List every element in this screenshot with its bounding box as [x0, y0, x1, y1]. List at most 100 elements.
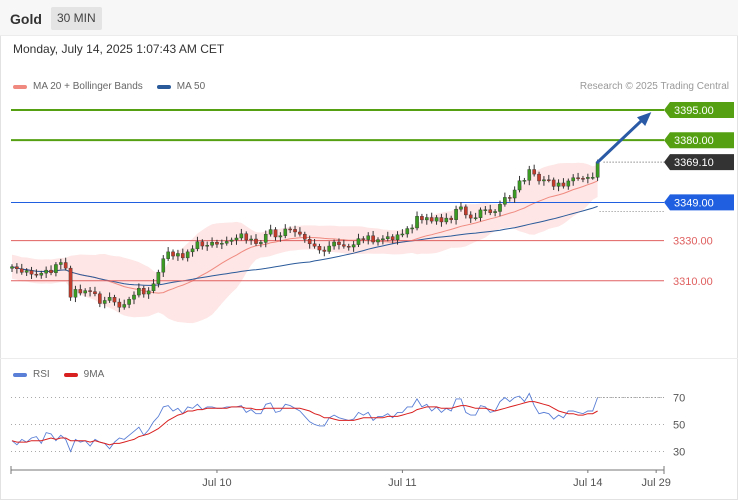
- candle-body: [512, 189, 517, 199]
- candle-body: [337, 241, 341, 245]
- candle-body: [107, 297, 112, 301]
- candle-body: [44, 269, 48, 274]
- candle-body: [49, 269, 53, 273]
- candle-body: [390, 236, 395, 241]
- rsi-ma-line: [11, 401, 598, 446]
- legend-label-ma50: MA 50: [176, 81, 206, 92]
- candle-body: [293, 229, 297, 233]
- candle-body: [556, 182, 561, 187]
- candle-body: [581, 178, 585, 180]
- candle-body: [434, 217, 439, 222]
- candle-body: [68, 267, 73, 298]
- candle-body: [429, 217, 434, 222]
- candle-body: [454, 209, 458, 220]
- candle-body: [561, 182, 566, 187]
- candle-body: [356, 238, 361, 245]
- legend-item-ma20: MA 20 + Bollinger Bands: [13, 81, 143, 92]
- candle-body: [83, 290, 87, 294]
- x-axis-label: Jul 11: [388, 477, 417, 489]
- level-tag-1: [664, 132, 734, 149]
- candle-body: [532, 169, 536, 175]
- candle-body: [507, 197, 512, 199]
- candle-body: [156, 271, 161, 284]
- candle-body: [322, 249, 327, 252]
- rsi-level-label: 70: [673, 393, 685, 405]
- candle-body: [478, 209, 483, 218]
- x-axis-label: Jul 10: [202, 477, 231, 489]
- candle-body: [366, 235, 371, 240]
- timeframe-button[interactable]: 30 MIN: [51, 7, 102, 30]
- candle-body: [102, 300, 107, 304]
- candle-body: [63, 262, 68, 269]
- candle-body: [117, 301, 122, 308]
- candle-body: [576, 177, 580, 179]
- candle-body: [439, 217, 444, 223]
- candle-body: [483, 209, 488, 211]
- candle-body: [493, 211, 497, 213]
- rsi-level-label: 30: [673, 447, 685, 459]
- candle-body: [88, 290, 92, 292]
- legend-label-rsi-ma: 9MA: [83, 369, 105, 380]
- candle-body: [180, 253, 185, 259]
- candle-body: [137, 288, 141, 296]
- level-label-1: 3380.00: [674, 135, 714, 147]
- candle-body: [468, 214, 473, 219]
- candle-body: [503, 197, 507, 205]
- candle-body: [34, 273, 39, 276]
- rsi-line: [11, 392, 599, 453]
- candle-body: [59, 262, 63, 265]
- candle-body: [190, 248, 195, 253]
- candle-body: [215, 242, 219, 245]
- candle-body: [185, 251, 190, 259]
- candle-body: [254, 238, 258, 244]
- level-label-0: 3395.00: [674, 105, 714, 117]
- candle-body: [444, 217, 449, 223]
- rsi-level-label: 50: [673, 420, 685, 432]
- forecast-arrow-shaft: [596, 115, 647, 164]
- candle-body: [161, 258, 166, 273]
- candle-body: [54, 264, 58, 273]
- candle-body: [400, 233, 405, 236]
- legend-item-rsi: RSI: [13, 369, 50, 380]
- candle-body: [488, 209, 493, 213]
- candle-body: [224, 241, 229, 244]
- candle-body: [263, 233, 268, 243]
- candle-body: [112, 297, 117, 303]
- level-tag-2: [664, 154, 734, 171]
- candle-body: [239, 233, 244, 239]
- candles: [10, 159, 600, 313]
- candle-body: [547, 179, 551, 181]
- candle-body: [571, 177, 575, 182]
- candle-body: [229, 239, 234, 242]
- level-tag-0: [664, 102, 734, 118]
- candle-body: [405, 228, 410, 235]
- candle-body: [15, 266, 19, 269]
- ma20-swatch: [13, 84, 27, 89]
- candle-body: [195, 241, 200, 250]
- candle-body: [288, 228, 292, 231]
- legend-label-rsi: RSI: [33, 369, 50, 380]
- forecast-arrow-head: [637, 112, 652, 126]
- ma50-swatch: [156, 84, 171, 89]
- candle-body: [73, 289, 78, 298]
- candle-body: [527, 169, 532, 181]
- level-label-5: 3310.00: [673, 276, 713, 288]
- level-label-4: 3330.00: [673, 236, 713, 248]
- copyright-text: Research © 2025 Trading Central: [579, 81, 729, 92]
- candle-body: [361, 238, 366, 240]
- candle-body: [464, 206, 468, 216]
- candle-body: [312, 243, 317, 247]
- candle-body: [327, 245, 332, 252]
- candle-body: [268, 229, 273, 235]
- candle-body: [590, 177, 595, 179]
- candle-body: [234, 237, 239, 241]
- candle-body: [566, 180, 571, 187]
- x-axis-label: Jul 14: [573, 477, 602, 489]
- candle-body: [298, 231, 302, 235]
- price-legend: MA 20 + Bollinger Bands MA 50: [13, 81, 219, 92]
- panel-divider: [0, 358, 738, 359]
- candle-body: [93, 291, 97, 295]
- candle-body: [542, 179, 546, 182]
- candle-body: [381, 238, 385, 241]
